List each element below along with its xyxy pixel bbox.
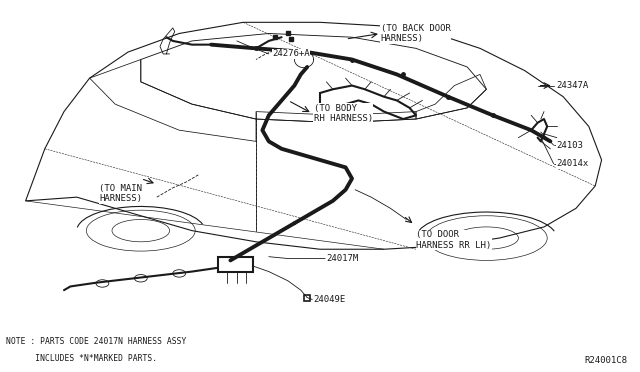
Text: (TO MAIN
HARNESS): (TO MAIN HARNESS)	[99, 184, 142, 203]
Text: R24001C8: R24001C8	[584, 356, 627, 365]
Text: 24347A: 24347A	[557, 81, 589, 90]
Text: 24103: 24103	[557, 141, 584, 150]
Text: (TO BODY
RH HARNESS): (TO BODY RH HARNESS)	[314, 104, 372, 123]
Text: 24017M: 24017M	[326, 254, 358, 263]
Text: (TO BACK DOOR
HARNESS): (TO BACK DOOR HARNESS)	[381, 24, 451, 43]
Text: NOTE : PARTS CODE 24017N HARNESS ASSY: NOTE : PARTS CODE 24017N HARNESS ASSY	[6, 337, 187, 346]
Bar	[218, 257, 253, 272]
Text: 24049E: 24049E	[314, 295, 346, 304]
Text: 24276+A: 24276+A	[272, 49, 310, 58]
Text: 24014x: 24014x	[557, 159, 589, 168]
Text: INCLUDES *N*MARKED PARTS.: INCLUDES *N*MARKED PARTS.	[6, 354, 157, 363]
Text: (TO DOOR
HARNESS RR LH): (TO DOOR HARNESS RR LH)	[416, 230, 492, 250]
